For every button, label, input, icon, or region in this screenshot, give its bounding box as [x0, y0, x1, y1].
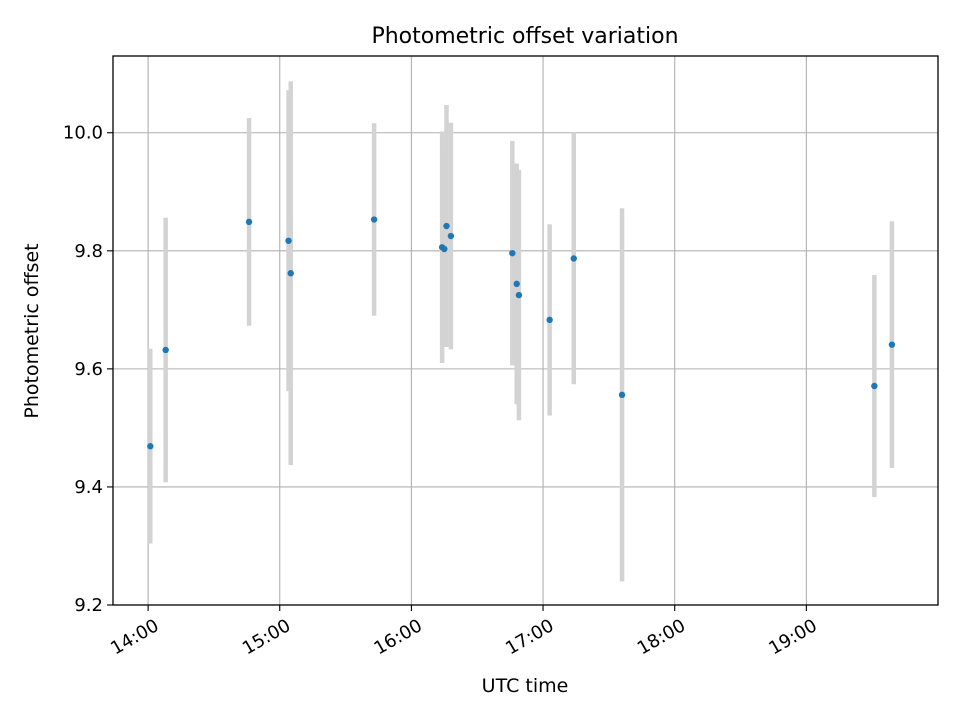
plot-frame	[112, 55, 939, 606]
data-points	[147, 216, 896, 450]
data-point	[441, 245, 448, 253]
y-tick-label: 9.2	[74, 595, 103, 616]
data-point	[871, 382, 878, 390]
data-point	[285, 237, 292, 244]
data-point	[147, 443, 154, 450]
data-point	[888, 341, 896, 348]
chart-title: Photometric offset variation	[371, 24, 678, 49]
x-tick-label: 14:00	[107, 615, 162, 659]
x-tick-label: 17:00	[502, 615, 557, 659]
y-tick-label: 10.0	[63, 123, 103, 144]
data-point	[515, 291, 523, 299]
data-point	[245, 218, 253, 226]
x-tick-label: 19:00	[765, 615, 820, 659]
data-point	[443, 222, 450, 230]
x-axis-label: UTC time	[482, 675, 569, 697]
data-point	[287, 270, 294, 277]
x-tick-label: 18:00	[634, 615, 689, 659]
x-tick-label: 16:00	[370, 615, 425, 659]
plot-area-background	[113, 56, 938, 605]
y-tick-label: 9.8	[74, 241, 103, 262]
y-axis-label: Photometric offset	[21, 243, 43, 418]
data-point	[447, 232, 455, 240]
data-point	[618, 391, 626, 399]
data-point	[509, 249, 516, 257]
x-tick-label: 15:00	[239, 615, 294, 659]
x-axis-ticks: 14:00 15:00 16:00 17:00 18:00 19:00	[107, 605, 821, 659]
data-point	[162, 346, 169, 354]
data-point	[370, 216, 378, 223]
y-axis-ticks: 9.2 9.4 9.6 9.8 10.0	[63, 123, 113, 616]
y-tick-label: 9.6	[74, 359, 103, 380]
data-point	[546, 316, 553, 324]
y-tick-label: 9.4	[74, 477, 103, 498]
data-point	[570, 255, 577, 262]
data-point	[513, 280, 520, 288]
